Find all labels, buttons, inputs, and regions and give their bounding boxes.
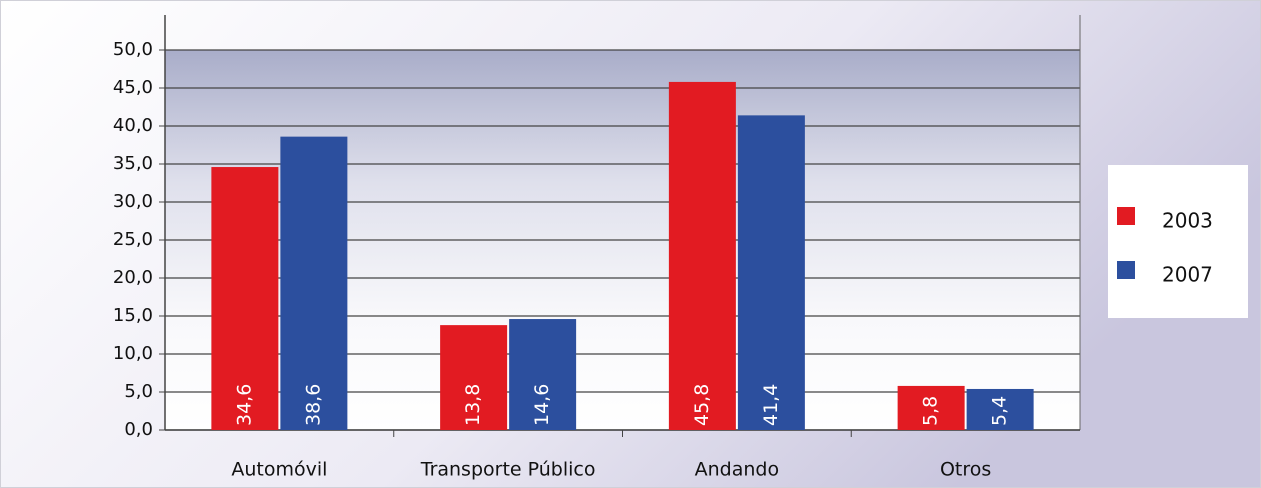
value-label: 34,6 [233, 384, 255, 426]
value-label: 45,8 [691, 384, 713, 426]
x-tick-label: Automóvil [231, 459, 327, 481]
bar [211, 167, 279, 431]
legend-label: 2007 [1162, 263, 1213, 287]
y-tick-label: 15,0 [113, 305, 153, 326]
value-label: 38,6 [302, 384, 324, 426]
legend-label: 2003 [1162, 209, 1213, 233]
x-tick-label: Andando [695, 459, 779, 481]
y-tick-label: 5,0 [124, 381, 153, 402]
bar [966, 388, 1034, 430]
y-tick-label: 0,0 [124, 419, 153, 440]
y-tick-label: 50,0 [113, 39, 153, 60]
value-label: 5,8 [920, 396, 942, 426]
bar [280, 136, 348, 430]
value-label: 5,4 [989, 396, 1011, 426]
bar [440, 325, 508, 430]
y-tick-label: 20,0 [113, 267, 153, 288]
y-tick-label: 25,0 [113, 229, 153, 250]
bar [509, 319, 577, 430]
legend-box [1108, 165, 1248, 318]
legend-swatch [1117, 261, 1135, 279]
value-label: 14,6 [531, 384, 553, 426]
legend-swatch [1117, 207, 1135, 225]
y-tick-label: 45,0 [113, 77, 153, 98]
y-tick-label: 35,0 [113, 153, 153, 174]
x-tick-label: Transporte Público [420, 459, 596, 481]
bar [737, 115, 805, 431]
bar [668, 81, 736, 431]
x-tick-label: Otros [940, 459, 991, 481]
value-label: 13,8 [462, 384, 484, 426]
bar [897, 385, 965, 430]
value-label: 41,4 [760, 384, 782, 426]
y-tick-label: 40,0 [113, 115, 153, 136]
y-tick-label: 30,0 [113, 191, 153, 212]
y-tick-label: 10,0 [113, 343, 153, 364]
